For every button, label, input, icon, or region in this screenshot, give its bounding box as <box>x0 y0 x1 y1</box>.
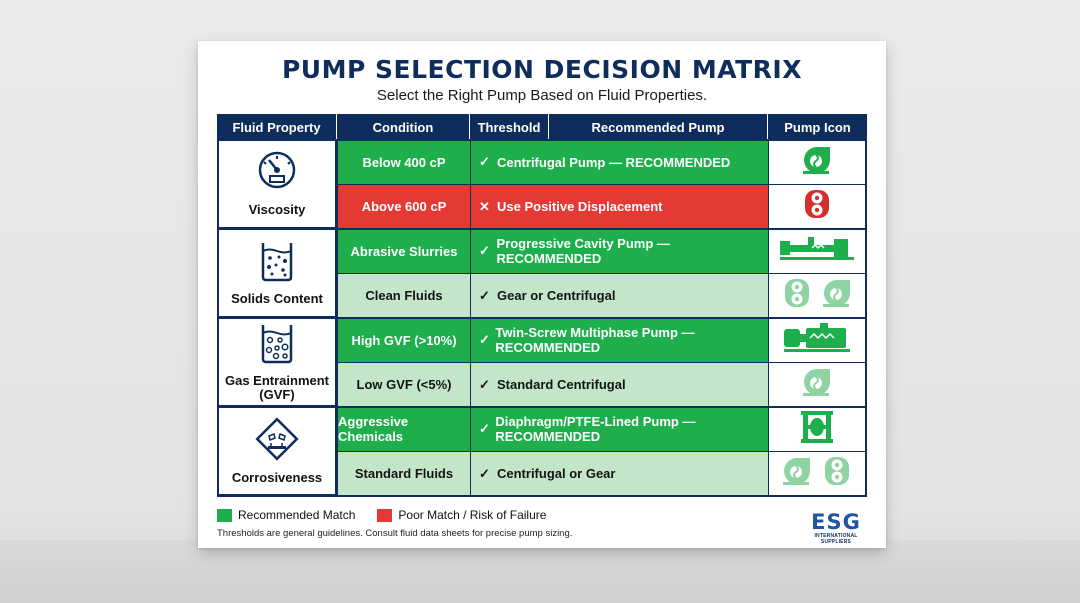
check-icon: ✓ <box>479 154 490 170</box>
esg-logo: ESG INTERNATIONAL SUPPLIERS <box>801 511 871 545</box>
condition-cell: Low GVF (<5%) <box>337 362 470 407</box>
fluid-property-label: Gas Entrainment (GVF) <box>224 373 330 402</box>
beaker-solids-icon <box>257 239 297 288</box>
fluid-property-cell: Viscosity <box>217 140 337 229</box>
row-divider <box>337 361 867 363</box>
header-fluid-property: Fluid Property <box>217 114 337 140</box>
row-divider <box>217 495 867 497</box>
legend-label-recommended: Recommended Match <box>238 508 356 522</box>
legend-swatch-poor <box>377 508 393 522</box>
header-recommended-pump: Recommended Pump <box>549 114 768 140</box>
logo-tagline: INTERNATIONAL SUPPLIERS <box>814 533 858 545</box>
header-threshold: Threshold <box>470 114 549 140</box>
recommendation-text: Diaphragm/PTFE-Lined Pump — RECOMMENDED <box>495 414 696 445</box>
beaker-bubbles-icon <box>257 321 297 370</box>
pump-icon-cell <box>768 318 867 363</box>
pump-icon-cell <box>768 273 867 318</box>
check-icon: ✓ <box>479 287 490 303</box>
fluid-property-cell: Solids Content <box>217 229 337 318</box>
recommendation-text: Centrifugal Pump — RECOMMENDED <box>497 154 731 170</box>
condition-cell: Aggressive Chemicals <box>337 407 470 452</box>
condition-cell: Abrasive Slurries <box>337 229 470 274</box>
recommended-pump-cell: ✓ Standard Centrifugal <box>470 362 768 407</box>
header-condition: Condition <box>337 114 470 140</box>
fluid-property-cell: Gas Entrainment (GVF) <box>217 318 337 407</box>
condition-cell: Clean Fluids <box>337 273 470 318</box>
pump-icon-cell <box>768 140 867 185</box>
recommended-pump-cell: ✓ Centrifugal or Gear <box>470 451 768 496</box>
page-title: PUMP SELECTION DECISION MATRIX <box>281 55 803 84</box>
pump-icon-cell <box>768 362 867 407</box>
fluid-property-cell: Corrosiveness <box>217 407 337 496</box>
pump-icon-cell <box>768 229 867 274</box>
row-divider <box>217 139 867 141</box>
recommended-pump-cell: ✕ Use Positive Displacement <box>470 184 768 229</box>
centrifugal-pump-icon <box>780 455 814 492</box>
recommended-pump-cell: ✓ Centrifugal Pump — RECOMMENDED <box>470 140 768 185</box>
row-divider <box>337 450 867 452</box>
legend-label-poor: Poor Match / Risk of Failure <box>398 508 547 522</box>
fluid-property-label: Viscosity <box>248 202 306 217</box>
centrifugal-pump-icon <box>820 277 854 314</box>
corrosive-hazard-icon <box>254 416 300 467</box>
condition-cell: High GVF (>10%) <box>337 318 470 363</box>
page-subtitle: Select the Right Pump Based on Fluid Pro… <box>376 87 708 104</box>
row-divider <box>217 317 867 319</box>
centrifugal-pump-icon <box>800 366 834 403</box>
recommendation-text: Twin-Screw Multiphase Pump — RECOMMENDED <box>495 325 695 356</box>
legend: Recommended Match Poor Match / Risk of F… <box>217 508 546 522</box>
check-icon: ✓ <box>479 243 490 259</box>
decision-matrix-table: Fluid Property Condition Threshold Recom… <box>217 114 867 538</box>
fluid-property-label: Corrosiveness <box>231 470 323 485</box>
check-icon: ✓ <box>479 376 490 392</box>
row-divider <box>217 228 867 230</box>
recommendation-text: Gear or Centrifugal <box>497 288 616 304</box>
progressive-cavity-pump-icon <box>778 235 856 268</box>
recommended-pump-cell: ✓ Diaphragm/PTFE-Lined Pump — RECOMMENDED <box>470 407 768 452</box>
condition-cell: Standard Fluids <box>337 451 470 496</box>
recommendation-text: Centrifugal or Gear <box>497 466 616 482</box>
condition-cell: Below 400 cP <box>337 140 470 185</box>
row-divider <box>217 406 867 408</box>
legend-swatch-recommended <box>217 508 232 522</box>
gauge-icon <box>253 150 301 199</box>
diaphragm-pump-icon <box>797 409 837 450</box>
header-pump-icon: Pump Icon <box>768 114 867 140</box>
gear-pump-icon <box>820 454 854 493</box>
row-divider <box>337 183 867 185</box>
centrifugal-pump-icon <box>800 144 834 181</box>
recommended-pump-cell: ✓ Progressive Cavity Pump — RECOMMENDED <box>470 229 768 274</box>
gear-pump-icon <box>780 276 814 315</box>
logo-name: ESG <box>811 510 861 534</box>
fluid-property-label: Solids Content <box>231 291 323 306</box>
pump-icon-cell <box>768 451 867 496</box>
poster: PUMP SELECTION DECISION MATRIX Select th… <box>198 41 886 548</box>
check-icon: ✓ <box>479 332 490 348</box>
pump-icon-cell <box>768 407 867 452</box>
check-icon: ✓ <box>479 421 490 437</box>
row-divider <box>337 272 867 274</box>
condition-cell: Above 600 cP <box>337 184 470 229</box>
recommendation-text: Standard Centrifugal <box>497 377 626 393</box>
recommended-pump-cell: ✓ Gear or Centrifugal <box>470 273 768 318</box>
recommended-pump-cell: ✓ Twin-Screw Multiphase Pump — RECOMMENDE… <box>470 318 768 363</box>
gear-pump-icon <box>800 187 834 226</box>
recommendation-text: Use Positive Displacement <box>497 199 663 215</box>
twin-screw-pump-icon <box>782 322 852 359</box>
x-icon: ✕ <box>479 198 490 214</box>
footnote: Thresholds are general guidelines. Consu… <box>217 528 573 539</box>
pump-icon-cell <box>768 184 867 229</box>
recommendation-text: Progressive Cavity Pump — RECOMMENDED <box>496 236 670 267</box>
floor-background <box>0 540 1080 603</box>
check-icon: ✓ <box>479 465 490 481</box>
